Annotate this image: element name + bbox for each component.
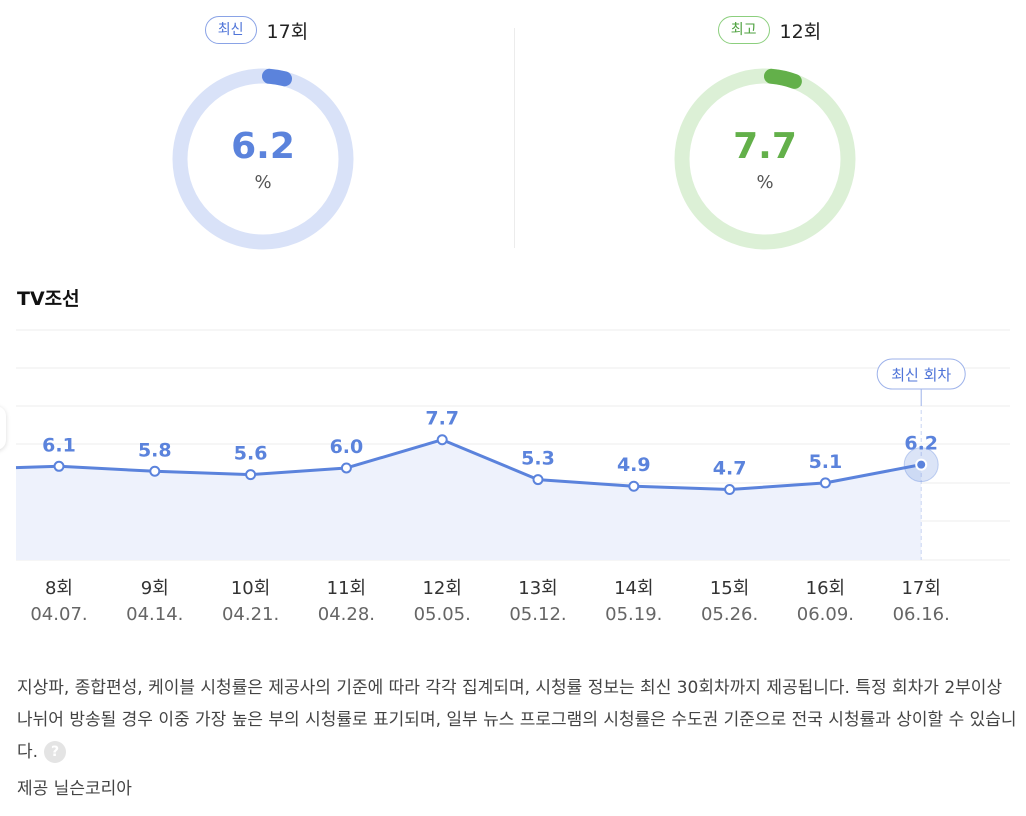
area-fill <box>16 439 922 560</box>
highest-badge: 최고 <box>717 16 770 44</box>
data-point <box>628 480 640 492</box>
x-tick-label: 8회 <box>45 578 73 599</box>
highest-value: 7.7 <box>733 126 797 167</box>
x-date-label: 04.14. <box>126 604 183 625</box>
data-point <box>245 469 257 481</box>
data-label: 6.2 <box>904 433 938 455</box>
x-tick-label: 10회 <box>231 578 270 599</box>
data-label: 5.3 <box>521 448 555 470</box>
data-label: 4.7 <box>713 458 747 480</box>
x-date-label: 05.12. <box>509 604 566 625</box>
data-point <box>53 460 65 472</box>
data-label: 4.9 <box>617 454 651 476</box>
latest-header: 최신 17회 <box>0 16 513 44</box>
x-tick-label: 12회 <box>422 578 461 599</box>
x-tick-label: 15회 <box>710 578 749 599</box>
data-point <box>819 477 831 489</box>
rating-note: 지상파, 종합편성, 케이블 시청률은 제공사의 기준에 따라 각각 집계되며,… <box>17 672 1017 768</box>
data-point <box>436 434 448 446</box>
highest-donut-ring <box>674 68 856 250</box>
latest-donut-arc <box>262 68 292 87</box>
highest-rating-card: 최고 12회 7.7 % <box>513 0 1026 260</box>
x-date-label: 05.05. <box>414 604 471 625</box>
highest-donut: 7.7 % <box>672 66 858 252</box>
x-tick-label: 14회 <box>614 578 653 599</box>
latest-rating-card: 최신 17회 6.2 % <box>0 0 513 260</box>
x-tick-label: 9회 <box>141 578 169 599</box>
latest-callout <box>876 358 966 390</box>
data-point <box>340 462 352 474</box>
data-label: 7.7 <box>425 408 459 430</box>
ratings-line-chart: 6.1 8회 04.07. 5.8 9회 04.14. 5.6 10회 04.21. 6.0 11회… <box>15 329 1010 625</box>
data-label: 6.1 <box>42 434 76 456</box>
x-date-label: 04.07. <box>30 604 87 625</box>
data-point <box>532 474 544 486</box>
data-point <box>915 458 928 471</box>
rating-summary: 최신 17회 6.2 % 최고 12회 7.7 % <box>0 0 1026 260</box>
x-tick-label: 11회 <box>327 578 366 599</box>
x-date-label: 06.09. <box>797 604 854 625</box>
data-label: 5.8 <box>138 439 172 461</box>
data-source: 제공 닐슨코리아 <box>17 779 132 799</box>
data-label: 5.1 <box>809 451 843 473</box>
x-date-label: 06.16. <box>893 604 950 625</box>
x-tick-label: 17회 <box>901 578 940 599</box>
highest-donut-arc <box>764 68 802 89</box>
help-icon[interactable]: ? <box>44 741 67 763</box>
highest-unit: % <box>756 172 774 193</box>
latest-callout-label: 최신 회차 <box>891 366 951 384</box>
highest-episode: 12회 <box>779 20 822 43</box>
x-date-label: 04.28. <box>318 604 375 625</box>
x-date-label: 04.21. <box>222 604 279 625</box>
latest-badge: 최신 <box>204 16 257 44</box>
x-tick-label: 13회 <box>518 578 557 599</box>
channel-name: TV조선 <box>17 288 80 310</box>
latest-donut: 6.2 % <box>170 66 356 252</box>
data-point <box>724 484 736 496</box>
x-date-label: 05.26. <box>701 604 758 625</box>
latest-episode: 17회 <box>266 20 309 43</box>
x-date-label: 05.19. <box>605 604 662 625</box>
data-label: 5.6 <box>234 443 268 465</box>
data-point <box>149 465 161 477</box>
latest-unit: % <box>254 172 272 193</box>
scroll-handle[interactable] <box>0 406 6 450</box>
highest-header: 최고 12회 <box>513 16 1026 44</box>
latest-value: 6.2 <box>231 126 295 167</box>
rating-note-text: 지상파, 종합편성, 케이블 시청률은 제공사의 기준에 따라 각각 집계되며,… <box>17 678 1017 762</box>
divider <box>514 28 515 248</box>
data-label: 6.0 <box>330 436 364 458</box>
x-tick-label: 16회 <box>806 578 845 599</box>
latest-donut-ring <box>172 68 354 250</box>
